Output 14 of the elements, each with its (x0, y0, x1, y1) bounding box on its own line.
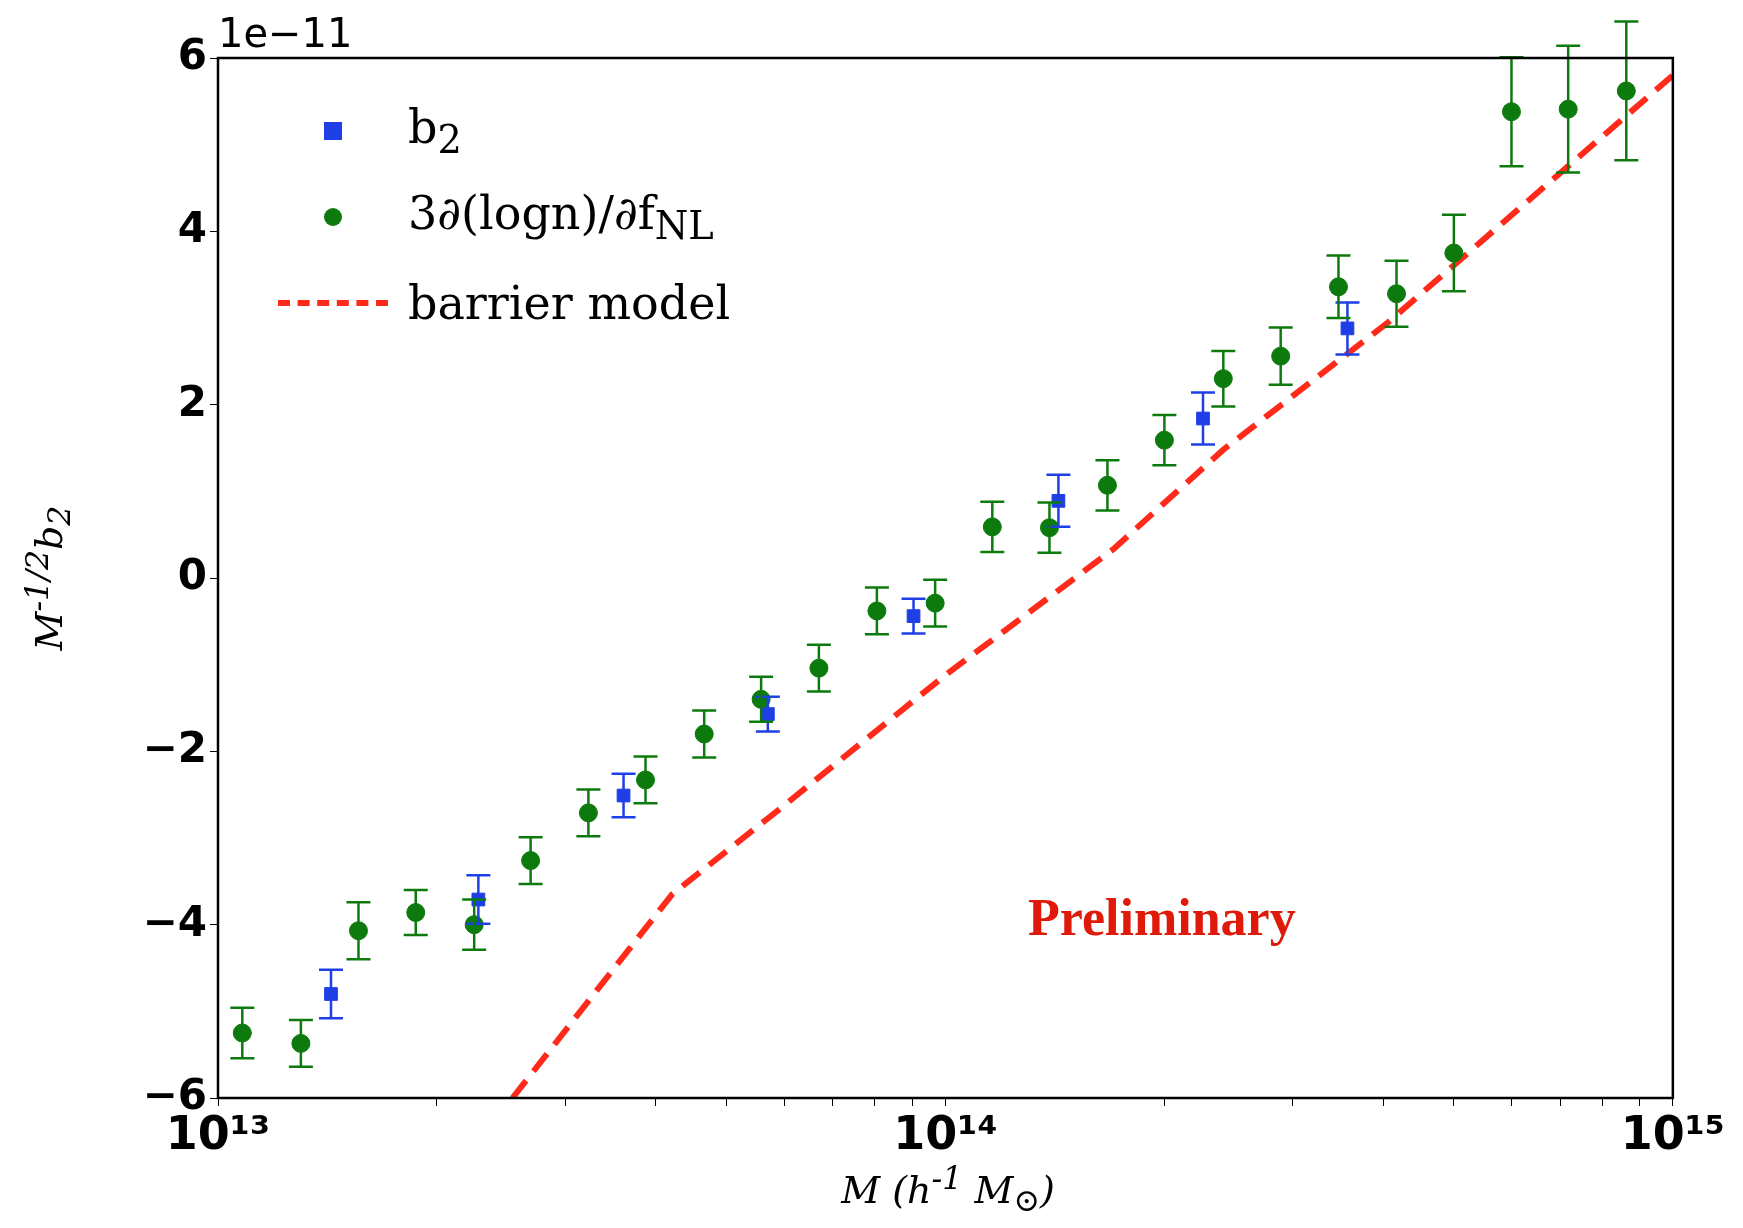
text: 1e−11 (218, 10, 353, 56)
legend-label: 3∂(logn)/∂f$_{NL}$ (408, 185, 714, 249)
annotation: Preliminary (1028, 888, 1296, 947)
x-axis-title: M (h$^{-1}$ M$_{⊙}$) (839, 1160, 1056, 1219)
y-tick-label: 6 (177, 29, 207, 79)
y-tick-label: −2 (142, 723, 207, 773)
legend-label: b$_{2}$ (408, 99, 462, 163)
x-tick-label: 10¹⁵ (1620, 1105, 1725, 1160)
y-tick-label: −4 (142, 896, 207, 946)
legend-label: barrier model (408, 276, 731, 330)
y-tick-label: 2 (177, 376, 207, 426)
y-tick-label: 4 (177, 203, 207, 253)
y-tick-label: 0 (177, 549, 207, 599)
x-tick-label: 10¹⁴ (893, 1105, 998, 1160)
